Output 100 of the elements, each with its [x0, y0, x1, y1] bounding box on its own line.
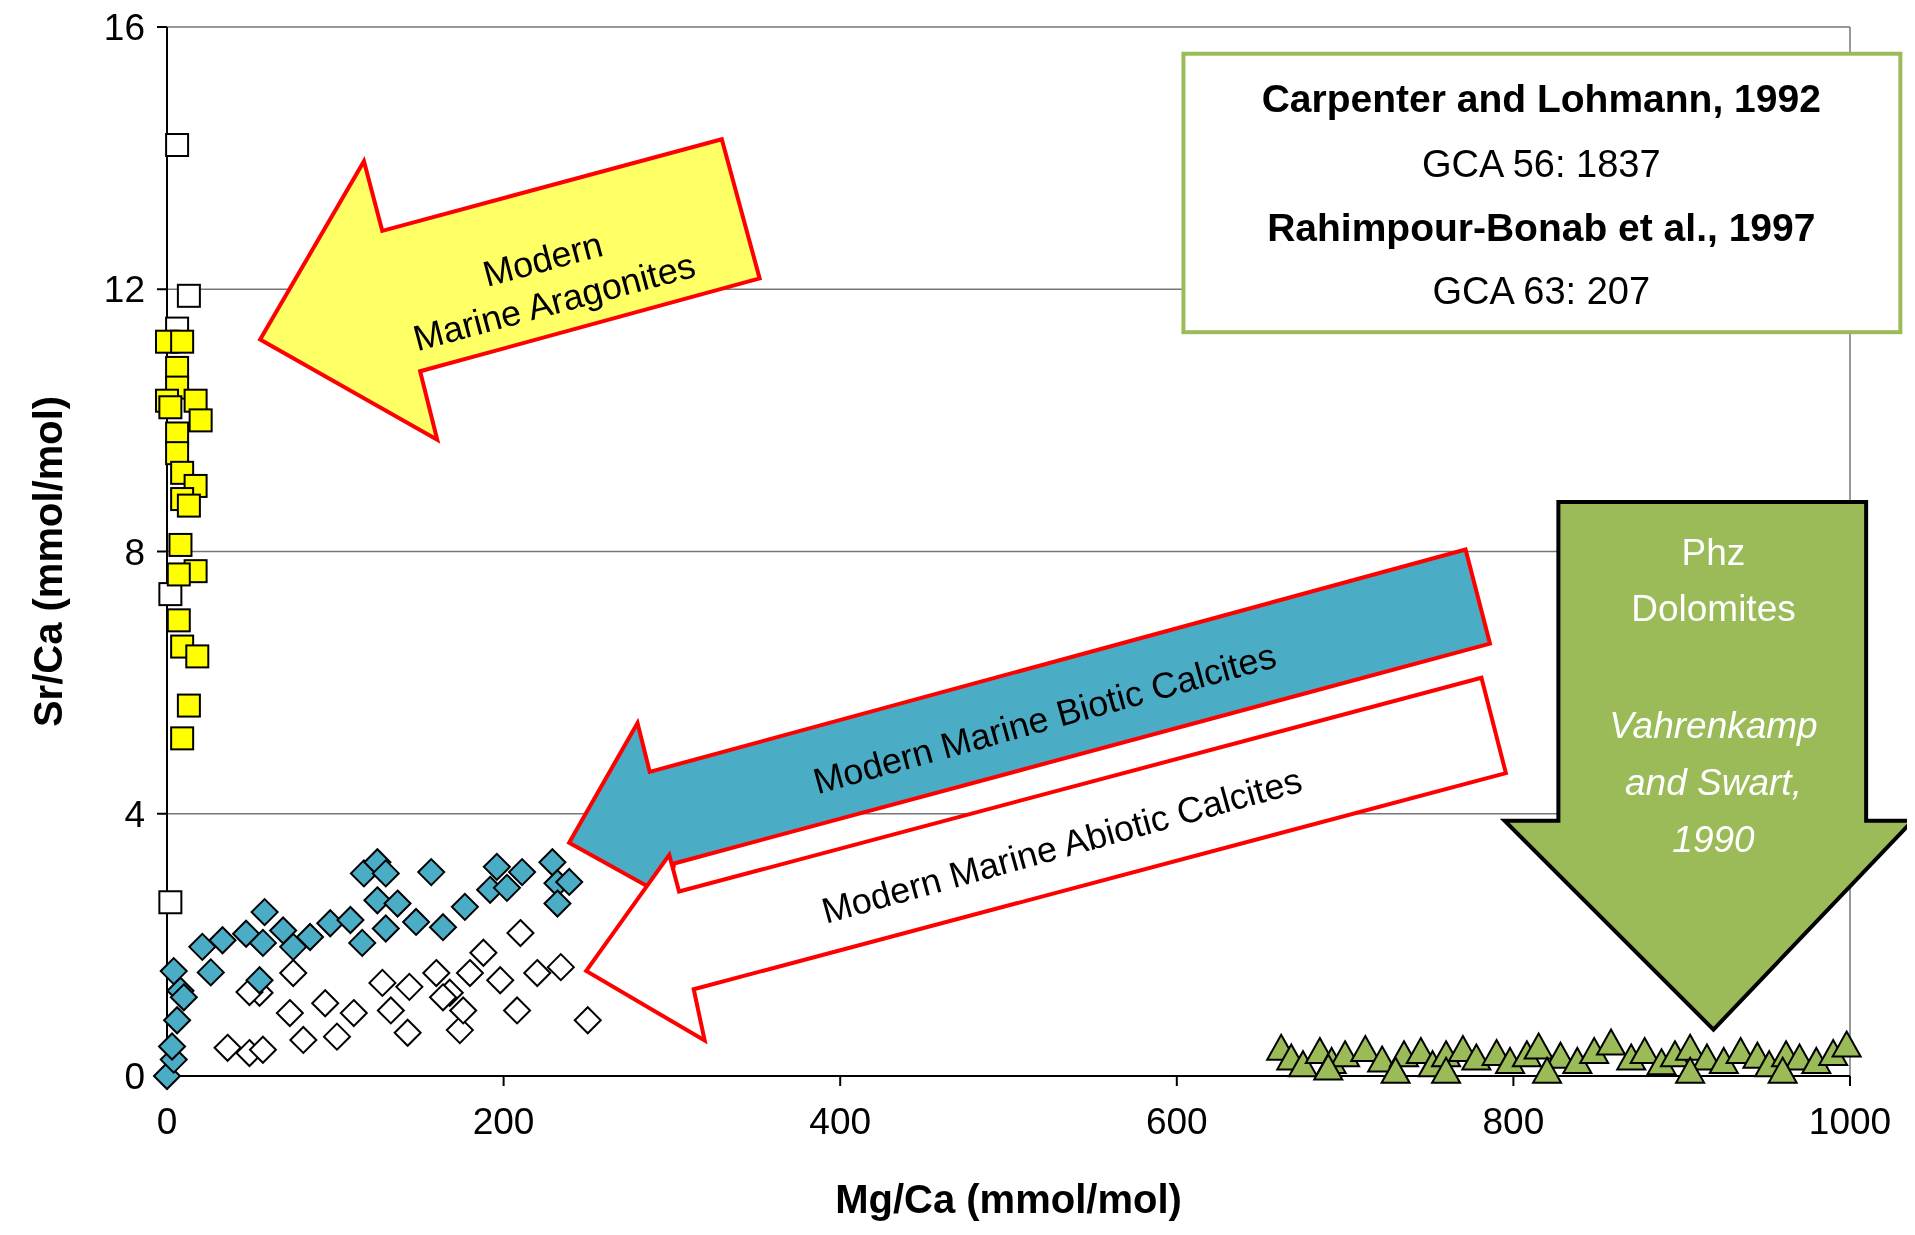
annotation: Vahrenkamp and Swart, 1990 [1609, 704, 1818, 860]
point [1801, 1046, 1832, 1074]
point [368, 968, 397, 997]
point [1461, 1043, 1492, 1071]
x-tick-label: 1000 [1808, 1101, 1892, 1142]
point [371, 859, 400, 888]
point [208, 926, 237, 955]
point [402, 907, 431, 936]
point [555, 867, 584, 896]
point [422, 959, 451, 988]
point [196, 958, 225, 987]
point [169, 983, 198, 1012]
point [316, 909, 345, 938]
x-axis-title: Mg/Ca (mmol/mol) [835, 1177, 1182, 1221]
x-tick-label: 400 [809, 1101, 872, 1142]
y-tick-label: 8 [124, 531, 145, 573]
point [322, 1022, 351, 1051]
y-axis-title: Sr/Ca (mmol/mol) [26, 395, 70, 728]
annotation: Rahimpour-Bonab et al., 1997 [1267, 205, 1816, 249]
point [336, 905, 365, 934]
point [170, 329, 195, 354]
point [1523, 1032, 1554, 1060]
point [1675, 1056, 1706, 1084]
point [248, 1035, 277, 1064]
point [450, 892, 479, 921]
annotation: GCA 63: 207 [1432, 270, 1651, 313]
point [165, 133, 190, 158]
point [417, 858, 446, 887]
point [543, 889, 572, 918]
point [376, 996, 405, 1025]
point [170, 726, 195, 751]
point [250, 898, 279, 927]
point [289, 1025, 318, 1054]
point [1562, 1046, 1593, 1074]
point [296, 923, 325, 952]
point [469, 938, 498, 967]
point [371, 914, 400, 943]
point [163, 1006, 192, 1035]
y-tick-label: 0 [124, 1056, 145, 1097]
point [429, 983, 458, 1012]
point [486, 966, 515, 995]
point [176, 493, 201, 518]
point [573, 1006, 602, 1035]
point [1288, 1050, 1319, 1078]
point [188, 932, 217, 961]
point [1380, 1056, 1411, 1084]
point [185, 644, 210, 669]
point [245, 966, 274, 995]
y-tick-label: 16 [103, 7, 145, 48]
point [311, 989, 340, 1018]
annotation: Phz Dolomites [1631, 532, 1796, 630]
point [159, 957, 188, 986]
point [538, 848, 567, 877]
point [176, 283, 201, 308]
point [1596, 1028, 1627, 1056]
point [482, 852, 511, 881]
point [1532, 1056, 1563, 1084]
point [429, 913, 458, 942]
x-tick-label: 600 [1145, 1101, 1208, 1142]
point [395, 972, 424, 1001]
point [445, 1016, 474, 1045]
point [168, 532, 193, 557]
annotation: GCA 56: 1837 [1421, 143, 1661, 186]
point [279, 959, 308, 988]
point [1313, 1053, 1344, 1081]
point [1708, 1046, 1739, 1074]
point [1831, 1030, 1862, 1058]
point [248, 928, 277, 957]
point [1767, 1056, 1798, 1084]
point [523, 959, 552, 988]
point [393, 1018, 422, 1047]
point [158, 395, 183, 420]
point [176, 693, 201, 718]
annotation: Carpenter and Lohmann, 1992 [1261, 77, 1821, 121]
point [158, 1032, 187, 1061]
point [213, 1033, 242, 1062]
point [279, 932, 308, 961]
point [166, 608, 191, 633]
point [232, 919, 261, 948]
x-tick-label: 200 [472, 1101, 535, 1142]
point [188, 408, 213, 433]
y-tick-label: 12 [103, 269, 145, 311]
point [506, 919, 535, 948]
point [339, 999, 368, 1028]
point [158, 582, 183, 607]
x-tick-label: 800 [1482, 1101, 1545, 1142]
point [363, 886, 392, 915]
y-tick-label: 4 [124, 793, 145, 835]
point [275, 999, 304, 1028]
point [449, 996, 478, 1025]
x-tick-label: 0 [156, 1101, 178, 1142]
point [492, 873, 521, 902]
point [546, 953, 575, 982]
point [158, 890, 183, 915]
point [1431, 1056, 1462, 1084]
point [455, 959, 484, 988]
point [383, 889, 412, 918]
point [503, 996, 532, 1025]
point [269, 916, 298, 945]
point [508, 858, 537, 887]
